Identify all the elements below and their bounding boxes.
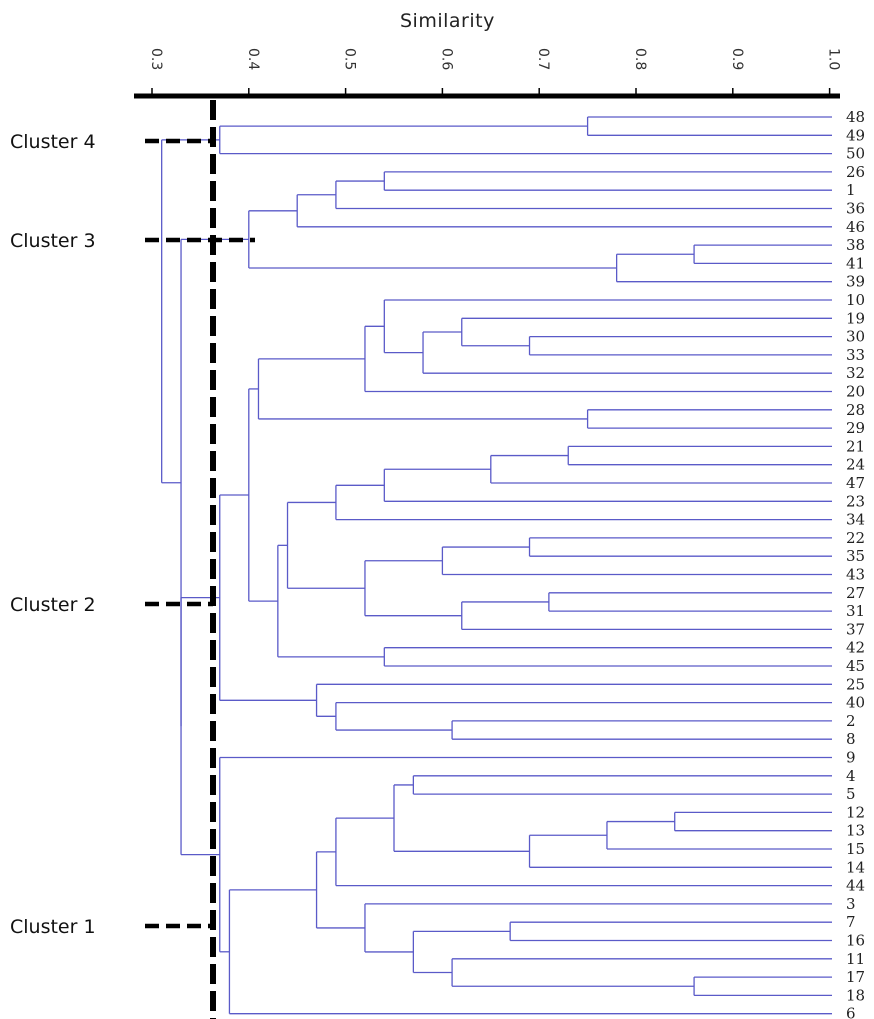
leaf-label: 24 xyxy=(846,456,865,474)
leaf-label: 45 xyxy=(846,657,865,675)
leaf-label: 17 xyxy=(846,968,865,986)
leaf-label: 5 xyxy=(846,785,856,803)
similarity-axis: 0.3 0.4 0.5 0.6 0.7 0.8 0.9 1.0 xyxy=(134,48,842,99)
leaf-label: 40 xyxy=(846,694,865,712)
leaf-label: 1 xyxy=(846,181,856,199)
leaf-label: 6 xyxy=(846,1005,856,1019)
tick-label: 0.9 xyxy=(729,48,745,70)
leaf-label: 46 xyxy=(846,218,865,236)
leaf-label: 2 xyxy=(846,712,856,730)
cluster-label: Cluster 4 xyxy=(10,131,96,153)
leaf-labels: 4849502613646384139101930333220282921244… xyxy=(846,108,865,1019)
leaf-label: 4 xyxy=(846,767,856,785)
leaf-label: 9 xyxy=(846,749,856,767)
cluster-label: Cluster 1 xyxy=(10,916,96,938)
leaf-label: 48 xyxy=(846,108,865,126)
tick-label: 1.0 xyxy=(826,48,842,70)
leaf-label: 35 xyxy=(846,547,865,565)
leaf-label: 7 xyxy=(846,913,856,931)
leaf-label: 14 xyxy=(846,858,865,876)
cluster-markers: Cluster 4 Cluster 3 Cluster 2 Cluster 1 xyxy=(10,100,255,1019)
axis-title: Similarity xyxy=(400,10,495,32)
cluster-label: Cluster 3 xyxy=(10,230,96,252)
leaf-label: 43 xyxy=(846,566,865,584)
leaf-label: 3 xyxy=(846,895,856,913)
leaf-label: 20 xyxy=(846,383,865,401)
leaf-label: 33 xyxy=(846,346,865,364)
cluster-label: Cluster 2 xyxy=(10,594,96,616)
leaf-label: 16 xyxy=(846,932,865,950)
leaf-label: 36 xyxy=(846,200,865,218)
leaf-label: 34 xyxy=(846,511,865,529)
leaf-label: 39 xyxy=(846,273,865,291)
leaf-label: 25 xyxy=(846,675,865,693)
leaf-label: 19 xyxy=(846,309,865,327)
leaf-label: 49 xyxy=(846,126,865,144)
leaf-label: 37 xyxy=(846,620,865,638)
leaf-label: 10 xyxy=(846,291,865,309)
tick-label: 0.6 xyxy=(438,48,454,70)
leaf-label: 18 xyxy=(846,986,865,1004)
tick-label: 0.3 xyxy=(148,48,164,70)
leaf-label: 26 xyxy=(846,163,865,181)
tick-label: 0.8 xyxy=(632,48,648,70)
tick-label: 0.7 xyxy=(535,48,551,70)
leaf-label: 31 xyxy=(846,602,865,620)
tree-branches xyxy=(161,116,832,1015)
leaf-label: 30 xyxy=(846,328,865,346)
tick-label: 0.4 xyxy=(245,48,261,70)
leaf-label: 42 xyxy=(846,639,865,657)
leaf-label: 41 xyxy=(846,254,865,272)
leaf-label: 23 xyxy=(846,492,865,510)
leaf-label: 15 xyxy=(846,840,865,858)
leaf-label: 13 xyxy=(846,822,865,840)
leaf-label: 22 xyxy=(846,529,865,547)
leaf-label: 32 xyxy=(846,364,865,382)
leaf-label: 27 xyxy=(846,584,865,602)
leaf-label: 38 xyxy=(846,236,865,254)
leaf-label: 11 xyxy=(846,950,865,968)
tick-label: 0.5 xyxy=(342,48,358,70)
leaf-label: 29 xyxy=(846,419,865,437)
leaf-label: 28 xyxy=(846,401,865,419)
leaf-label: 12 xyxy=(846,803,865,821)
leaf-label: 21 xyxy=(846,437,865,455)
leaf-label: 44 xyxy=(846,877,865,895)
leaf-label: 8 xyxy=(846,730,856,748)
leaf-label: 47 xyxy=(846,474,865,492)
leaf-label: 50 xyxy=(846,145,865,163)
